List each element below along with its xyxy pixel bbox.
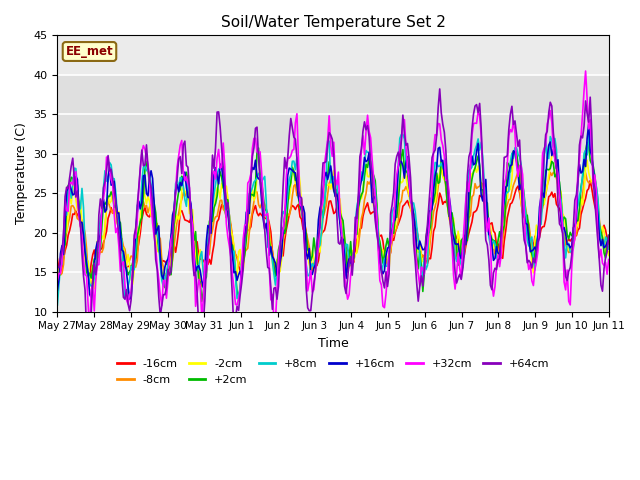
+64cm	[296, 193, 304, 199]
+64cm	[238, 280, 246, 286]
-16cm	[121, 259, 129, 265]
+16cm	[125, 296, 133, 302]
+8cm	[574, 203, 582, 208]
-2cm	[54, 293, 61, 299]
-2cm	[121, 256, 129, 262]
-16cm	[247, 224, 255, 230]
Title: Soil/Water Temperature Set 2: Soil/Water Temperature Set 2	[221, 15, 445, 30]
+8cm	[605, 246, 612, 252]
Line: +64cm: +64cm	[58, 89, 609, 332]
-2cm	[550, 146, 557, 152]
+16cm	[605, 236, 612, 242]
+32cm	[575, 157, 583, 163]
+32cm	[247, 171, 255, 177]
Line: -16cm: -16cm	[58, 180, 609, 277]
Legend: -16cm, -8cm, -2cm, +2cm, +8cm, +16cm, +32cm, +64cm: -16cm, -8cm, -2cm, +2cm, +8cm, +16cm, +3…	[113, 355, 554, 389]
+2cm	[583, 140, 591, 145]
+32cm	[296, 202, 304, 207]
+16cm	[247, 172, 255, 178]
+2cm	[296, 204, 304, 209]
-8cm	[247, 217, 255, 223]
+8cm	[218, 163, 225, 169]
+2cm	[605, 232, 612, 238]
Bar	[58, 75, 609, 154]
+16cm	[121, 258, 129, 264]
-8cm	[54, 265, 61, 271]
+32cm	[86, 330, 93, 336]
-16cm	[238, 275, 246, 280]
+8cm	[236, 287, 244, 292]
+2cm	[238, 273, 246, 278]
+16cm	[296, 200, 304, 206]
-16cm	[296, 214, 304, 220]
+64cm	[54, 264, 61, 270]
+16cm	[238, 275, 246, 281]
-2cm	[605, 252, 612, 258]
+64cm	[436, 86, 444, 92]
+8cm	[121, 296, 129, 302]
-16cm	[54, 256, 61, 262]
-8cm	[220, 206, 227, 212]
+64cm	[218, 146, 225, 152]
+32cm	[54, 277, 61, 283]
-8cm	[577, 201, 585, 206]
+32cm	[238, 264, 246, 269]
-8cm	[296, 194, 304, 200]
-16cm	[605, 241, 612, 247]
-16cm	[218, 202, 225, 207]
X-axis label: Time: Time	[317, 337, 348, 350]
+8cm	[294, 170, 302, 176]
+16cm	[54, 287, 61, 293]
+64cm	[247, 177, 255, 183]
+2cm	[247, 192, 255, 197]
Line: -2cm: -2cm	[58, 149, 609, 296]
-8cm	[121, 246, 129, 252]
+64cm	[577, 133, 585, 139]
-8cm	[200, 283, 207, 289]
Line: +32cm: +32cm	[58, 71, 609, 333]
+2cm	[575, 205, 583, 211]
+64cm	[121, 296, 129, 302]
-2cm	[294, 167, 302, 173]
+32cm	[220, 140, 227, 146]
+16cm	[220, 177, 227, 183]
+8cm	[246, 191, 253, 196]
+2cm	[198, 299, 205, 304]
-16cm	[575, 226, 583, 231]
+64cm	[230, 329, 238, 335]
-16cm	[586, 178, 594, 183]
Y-axis label: Temperature (C): Temperature (C)	[15, 122, 28, 225]
+16cm	[575, 162, 583, 168]
-8cm	[238, 261, 246, 267]
-2cm	[575, 208, 583, 214]
+2cm	[121, 264, 129, 270]
-8cm	[605, 249, 612, 255]
Line: -8cm: -8cm	[58, 169, 609, 286]
+8cm	[586, 126, 594, 132]
-16cm	[236, 268, 244, 274]
-8cm	[439, 166, 447, 172]
Line: +16cm: +16cm	[58, 124, 609, 299]
-2cm	[246, 209, 253, 215]
+32cm	[582, 68, 589, 74]
-2cm	[218, 180, 225, 186]
+32cm	[605, 257, 612, 263]
Text: EE_met: EE_met	[66, 45, 113, 58]
+2cm	[220, 185, 227, 191]
Line: +2cm: +2cm	[58, 143, 609, 301]
+2cm	[54, 284, 61, 290]
+8cm	[54, 302, 61, 308]
Line: +8cm: +8cm	[58, 129, 609, 305]
-2cm	[236, 247, 244, 252]
+32cm	[123, 297, 131, 303]
+16cm	[585, 121, 593, 127]
+64cm	[605, 233, 612, 239]
